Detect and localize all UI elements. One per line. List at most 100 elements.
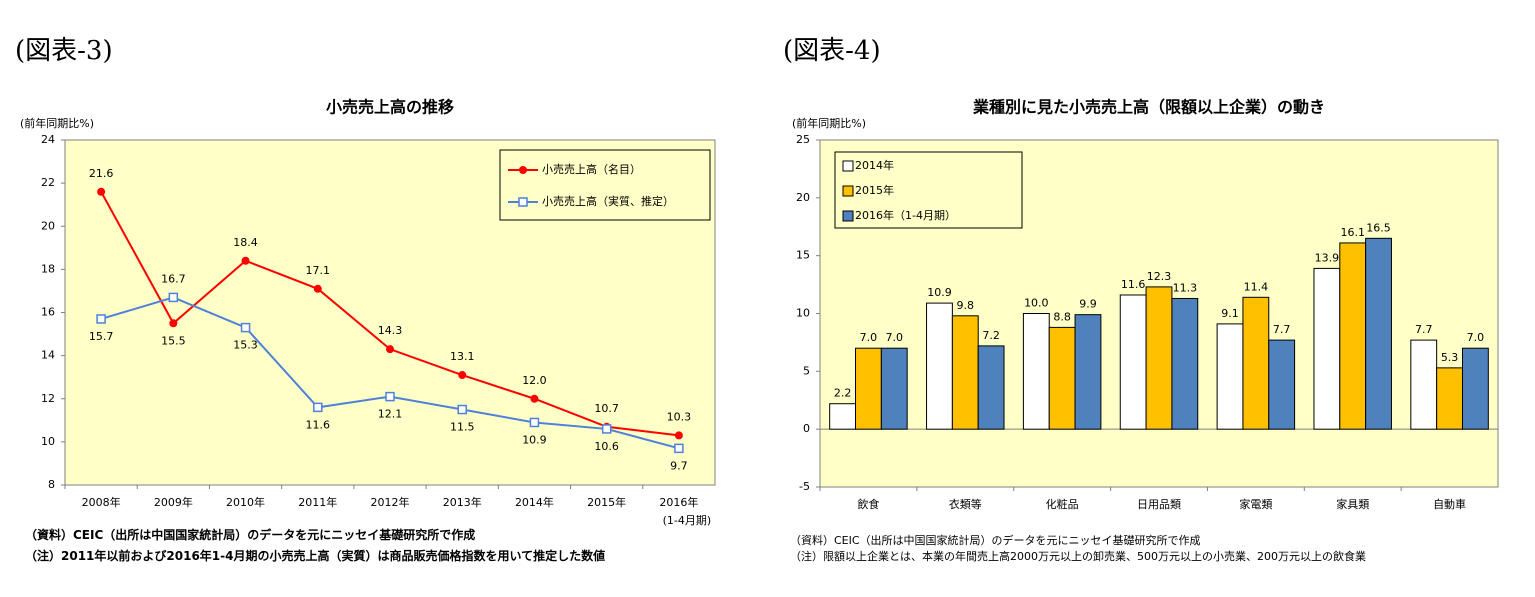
legend-swatch <box>842 185 854 197</box>
value-label: 14.3 <box>378 324 403 337</box>
marker <box>96 314 106 324</box>
value-label: 12.1 <box>378 408 403 421</box>
value-label: 11.3 <box>1173 281 1198 294</box>
y-tick-label: 10 <box>41 435 55 448</box>
bar <box>1048 326 1076 430</box>
legend-label: 小売売上高（名目） <box>542 162 641 176</box>
bar <box>1339 242 1367 430</box>
value-label: 9.9 <box>1079 298 1097 311</box>
bar <box>1268 339 1296 430</box>
value-label: 7.0 <box>886 331 904 344</box>
bar <box>926 302 953 430</box>
value-label: 17.1 <box>306 264 331 277</box>
value-label: 16.1 <box>1340 226 1365 239</box>
marker <box>97 187 106 196</box>
legend-label: 2014年 <box>855 158 894 172</box>
figure-label: (図表-4) <box>783 36 881 66</box>
y-tick-label: 24 <box>41 133 55 146</box>
marker <box>457 404 467 415</box>
marker <box>529 417 540 428</box>
bar <box>1216 323 1244 430</box>
x-tick-label: 2011年 <box>298 495 337 509</box>
legend-marker <box>519 166 527 174</box>
value-label: 11.5 <box>450 421 475 434</box>
marker <box>385 391 395 402</box>
value-label: 9.7 <box>670 459 688 472</box>
x-tick-label: 2010年 <box>226 495 265 509</box>
marker <box>313 402 323 413</box>
marker <box>169 319 178 328</box>
y-tick-label: 5 <box>803 364 810 377</box>
value-label: 13.9 <box>1315 251 1340 264</box>
y-tick-label: -5 <box>799 480 810 493</box>
value-label: 11.6 <box>1121 278 1146 291</box>
x-tick-label: 日用品類 <box>1137 498 1181 511</box>
y-tick-label: 22 <box>41 176 55 189</box>
marker <box>313 284 322 293</box>
y-axis-label: (前年同期比%) <box>20 116 94 130</box>
x-tick-label: 衣類等 <box>949 497 982 511</box>
bar <box>1365 237 1392 430</box>
value-label: 8.8 <box>1053 310 1071 323</box>
value-label: 15.5 <box>161 334 186 347</box>
bar <box>1410 339 1438 430</box>
value-label: 10.0 <box>1024 297 1049 310</box>
legend-swatch <box>842 160 854 172</box>
value-label: 11.4 <box>1244 280 1269 293</box>
value-label: 15.3 <box>233 339 258 352</box>
legend-label: 2016年（1-4月期） <box>855 208 956 222</box>
y-tick-label: 14 <box>41 349 55 362</box>
bar <box>1461 347 1489 430</box>
value-label: 7.2 <box>982 329 1000 342</box>
value-label: 10.3 <box>667 410 692 423</box>
x-tick-label: 2009年 <box>154 495 193 509</box>
value-label: 10.9 <box>522 433 547 446</box>
marker <box>168 292 179 303</box>
value-label: 18.4 <box>233 236 258 249</box>
y-tick-label: 16 <box>41 306 55 319</box>
bar <box>1313 267 1341 430</box>
chart-title: 小売売上高の推移 <box>326 98 454 117</box>
marker <box>241 256 250 265</box>
bar <box>1436 367 1463 430</box>
note: （資料）CEIC（出所は中国国家統計局）のデータを元にニッセイ基礎研究所で作成 <box>25 528 476 542</box>
value-label: 10.7 <box>594 402 619 415</box>
marker <box>240 322 251 333</box>
legend-box <box>499 149 711 221</box>
value-label: 12.0 <box>522 374 547 387</box>
marker <box>530 394 539 403</box>
value-label: 21.6 <box>89 167 114 180</box>
y-tick-label: 20 <box>796 191 810 204</box>
y-tick-label: 15 <box>796 249 810 262</box>
value-label: 11.6 <box>306 418 331 431</box>
x-tick-label: 2014年 <box>515 495 554 509</box>
bar <box>1242 296 1270 430</box>
x-tick-label: 家電類 <box>1239 497 1272 511</box>
y-tick-label: 10 <box>796 307 810 320</box>
bar <box>829 403 857 430</box>
y-tick-label: 25 <box>796 133 810 146</box>
bar <box>1022 313 1050 430</box>
value-label: 13.1 <box>450 350 475 363</box>
value-label: 15.7 <box>89 330 114 343</box>
value-label: 9.8 <box>957 299 975 312</box>
y-tick-label: 18 <box>41 262 55 275</box>
legend-box <box>834 151 1023 229</box>
value-label: 7.0 <box>860 331 878 344</box>
value-label: 16.5 <box>1366 221 1391 234</box>
value-label: 10.6 <box>594 440 619 453</box>
bar <box>855 347 882 430</box>
legend-marker <box>518 197 528 207</box>
marker <box>674 443 684 454</box>
value-label: 9.1 <box>1221 307 1239 320</box>
x-tick-label: 化粧品 <box>1046 497 1079 511</box>
bar <box>1171 297 1199 430</box>
marker <box>674 431 683 440</box>
y-tick-label: 12 <box>41 392 55 405</box>
x-tick-label: 自動車 <box>1433 497 1466 511</box>
y-tick-label: 20 <box>41 219 55 232</box>
x-tick-label: 飲食 <box>857 497 879 511</box>
value-label: 10.9 <box>927 286 952 299</box>
chart-title: 業種別に見た小売売上高（限額以上企業）の動き <box>972 98 1325 117</box>
